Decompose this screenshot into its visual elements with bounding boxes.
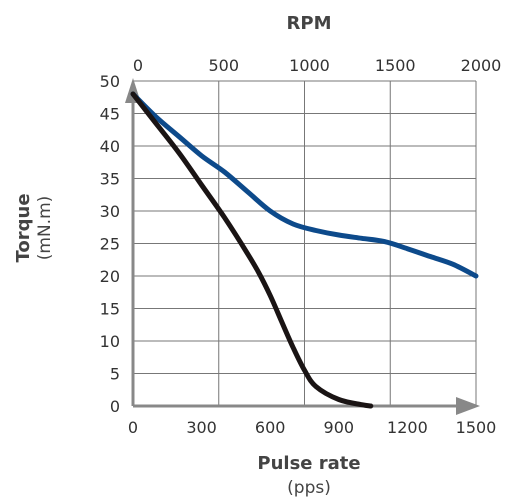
series-line-1 xyxy=(130,91,479,279)
top-tick-label: 500 xyxy=(208,56,239,75)
y-tick-label: 25 xyxy=(100,235,120,254)
y-tick-label: 15 xyxy=(100,300,120,319)
top-axis-title: RPM xyxy=(287,13,332,34)
top-tick-label: 1500 xyxy=(375,56,416,75)
axes xyxy=(125,78,480,415)
x-tick-label: 600 xyxy=(255,418,286,437)
series-line-2 xyxy=(130,91,374,409)
top-tick-label: 2000 xyxy=(461,56,502,75)
y-tick-label: 10 xyxy=(100,332,120,351)
y-tick-label: 35 xyxy=(100,170,120,189)
y-axis-unit: (mN.m) xyxy=(35,196,55,261)
y-tick-label: 5 xyxy=(110,365,120,384)
y-tick-label: 50 xyxy=(100,72,120,91)
x-tick-label: 0 xyxy=(128,418,138,437)
x-tick-label: 900 xyxy=(324,418,355,437)
y-tick-label: 20 xyxy=(100,267,120,286)
y-tick-label: 30 xyxy=(100,202,120,221)
x-tick-label: 1500 xyxy=(456,418,497,437)
y-tick-label: 40 xyxy=(100,137,120,156)
x-tick-label: 300 xyxy=(186,418,217,437)
top-tick-label: 0 xyxy=(133,56,143,75)
y-tick-label: 45 xyxy=(100,105,120,124)
grid xyxy=(132,80,477,407)
x-axis-unit: (pps) xyxy=(287,478,331,498)
x-axis-arrow xyxy=(456,397,480,415)
x-axis-title: Pulse rate xyxy=(257,453,360,474)
series-lines xyxy=(130,91,479,409)
x-tick-label: 1200 xyxy=(387,418,428,437)
top-tick-label: 1000 xyxy=(289,56,330,75)
y-tick-label: 0 xyxy=(110,397,120,416)
y-axis-title: Torque xyxy=(13,193,34,262)
